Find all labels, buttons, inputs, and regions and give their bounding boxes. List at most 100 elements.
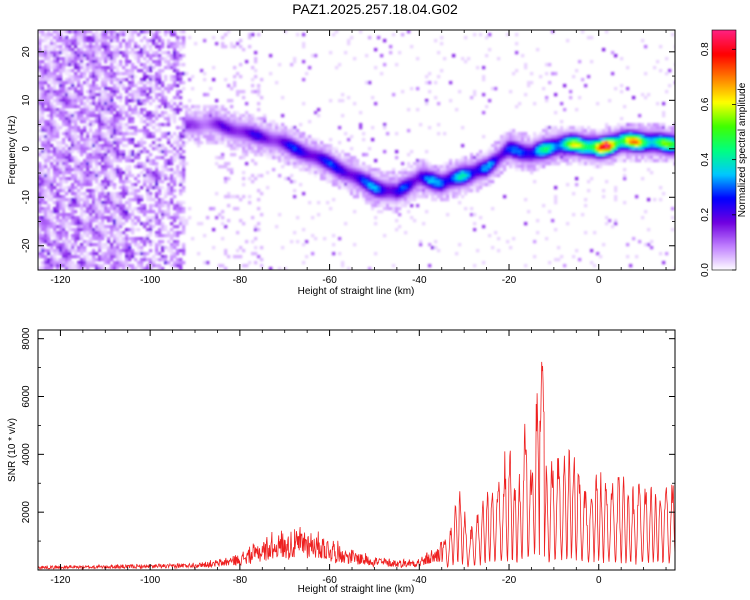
heatmap-cell bbox=[335, 180, 339, 184]
heatmap-cell bbox=[293, 189, 297, 193]
heatmap-cell bbox=[263, 138, 267, 142]
heatmap-cell bbox=[86, 156, 90, 160]
heatmap-cell bbox=[92, 219, 96, 223]
heatmap-cell bbox=[329, 177, 333, 181]
heatmap-cell bbox=[140, 198, 144, 202]
heatmap-cell bbox=[110, 117, 114, 121]
heatmap-cell bbox=[176, 261, 180, 265]
heatmap-cell bbox=[356, 177, 360, 181]
heatmap-cell bbox=[143, 48, 147, 52]
heatmap-cell bbox=[113, 246, 117, 250]
heatmap-cell bbox=[338, 156, 342, 160]
heatmap-cell bbox=[350, 177, 354, 181]
heatmap-cell bbox=[245, 141, 249, 145]
heatmap-cell bbox=[227, 99, 231, 103]
heatmap-cell bbox=[44, 54, 48, 58]
heatmap-cell bbox=[482, 93, 486, 97]
heatmap-cell bbox=[317, 213, 321, 217]
heatmap-cell bbox=[173, 231, 177, 235]
heatmap-cell bbox=[332, 156, 336, 160]
heatmap-cell bbox=[47, 150, 51, 154]
heatmap-cell bbox=[83, 219, 87, 223]
heatmap-cell bbox=[119, 219, 123, 223]
heatmap-cell bbox=[131, 108, 135, 112]
heatmap-cell bbox=[38, 231, 42, 235]
heatmap-cell bbox=[41, 255, 45, 259]
heatmap-cell bbox=[86, 141, 90, 145]
heatmap-cell bbox=[302, 60, 306, 64]
heatmap-cell bbox=[95, 234, 99, 238]
heatmap-cell bbox=[44, 201, 48, 205]
heatmap-cell bbox=[80, 246, 84, 250]
heatmap-cell bbox=[251, 252, 255, 256]
heatmap-cell bbox=[179, 90, 183, 94]
heatmap-cell bbox=[167, 45, 171, 49]
heatmap-cell bbox=[119, 63, 123, 67]
heatmap-cell bbox=[89, 252, 93, 256]
heatmap-cell bbox=[221, 165, 225, 169]
heatmap-cell bbox=[548, 126, 552, 130]
heatmap-cell bbox=[395, 201, 399, 205]
heatmap-cell bbox=[215, 126, 219, 130]
heatmap-cell bbox=[116, 159, 120, 163]
heatmap-cell bbox=[341, 93, 345, 97]
heatmap-cell bbox=[176, 84, 180, 88]
heatmap-cell bbox=[506, 240, 510, 244]
heatmap-cell bbox=[182, 165, 186, 169]
heatmap-cell bbox=[590, 141, 594, 145]
heatmap-cell bbox=[110, 39, 114, 43]
heatmap-cell bbox=[191, 126, 195, 130]
heatmap-cell bbox=[38, 222, 42, 226]
heatmap-cell bbox=[131, 111, 135, 115]
heatmap-cell bbox=[437, 75, 441, 79]
heatmap-cell bbox=[293, 180, 297, 184]
heatmap-cell bbox=[212, 132, 216, 136]
heatmap-cell bbox=[566, 39, 570, 43]
heatmap-cell bbox=[296, 159, 300, 163]
heatmap-cell bbox=[494, 141, 498, 145]
heatmap-cell bbox=[104, 111, 108, 115]
heatmap-cell bbox=[227, 84, 231, 88]
heatmap-cell bbox=[179, 96, 183, 100]
heatmap-cell bbox=[293, 126, 297, 130]
heatmap-cell bbox=[92, 135, 96, 139]
heatmap-cell bbox=[203, 126, 207, 130]
heatmap-cell bbox=[65, 150, 69, 154]
heatmap-cell bbox=[281, 147, 285, 151]
heatmap-cell bbox=[545, 129, 549, 133]
heatmap-cell bbox=[407, 210, 411, 214]
heatmap-cell bbox=[110, 90, 114, 94]
heatmap-cell bbox=[83, 261, 87, 265]
heatmap-cell bbox=[473, 93, 477, 97]
heatmap-cell bbox=[494, 231, 498, 235]
heatmap-cell bbox=[98, 153, 102, 157]
heatmap-cell bbox=[368, 267, 372, 270]
heatmap-cell bbox=[80, 120, 84, 124]
heatmap-cell bbox=[62, 147, 66, 151]
heatmap-cell bbox=[344, 51, 348, 55]
heatmap-cell bbox=[497, 159, 501, 163]
heatmap-cell bbox=[182, 123, 186, 127]
heatmap-cell bbox=[41, 114, 45, 118]
heatmap-cell bbox=[257, 120, 261, 124]
heatmap-cell bbox=[338, 237, 342, 241]
heatmap-cell bbox=[176, 225, 180, 229]
heatmap-cell bbox=[158, 69, 162, 73]
heatmap-cell bbox=[86, 111, 90, 115]
heatmap-cell bbox=[422, 192, 426, 196]
heatmap-cell bbox=[587, 162, 591, 166]
heatmap-cell bbox=[497, 150, 501, 154]
heatmap-cell bbox=[413, 165, 417, 169]
heatmap-cell bbox=[446, 192, 450, 196]
heatmap-cell bbox=[119, 243, 123, 247]
heatmap-cell bbox=[290, 132, 294, 136]
heatmap-cell bbox=[233, 138, 237, 142]
heatmap-cell bbox=[110, 30, 114, 34]
heatmap-cell bbox=[281, 141, 285, 145]
heatmap-cell bbox=[140, 117, 144, 121]
heatmap-cell bbox=[110, 198, 114, 202]
heatmap-cell bbox=[71, 141, 75, 145]
heatmap-cell bbox=[437, 51, 441, 55]
heatmap-cell bbox=[152, 264, 156, 268]
heatmap-cell bbox=[398, 177, 402, 181]
